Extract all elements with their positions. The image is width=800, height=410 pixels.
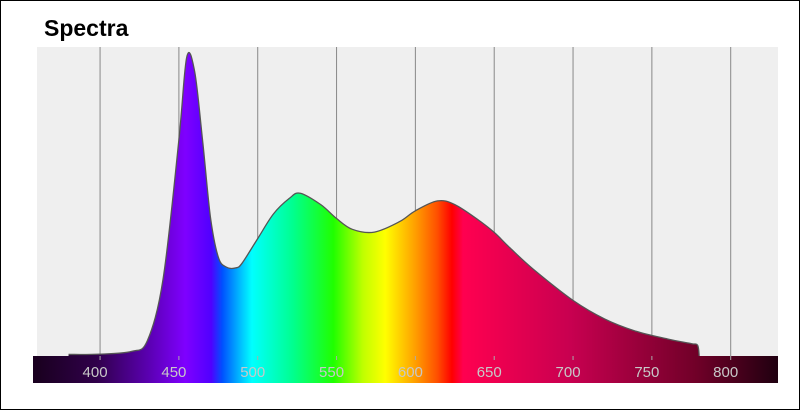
x-tick-label: 700: [556, 364, 581, 381]
x-tick-label: 550: [319, 364, 344, 381]
x-tick-label: 800: [713, 364, 738, 381]
x-tick-label: 750: [634, 364, 659, 381]
x-tick-label: 400: [83, 364, 108, 381]
spectrum-line: [68, 51, 700, 357]
x-tick-label: 650: [477, 364, 502, 381]
x-tick-label: 500: [240, 364, 265, 381]
x-tick-label: 450: [161, 364, 186, 381]
wavelength-bar: [33, 356, 778, 383]
chart-title: Spectra: [44, 15, 129, 41]
x-tick-label: 600: [398, 364, 423, 381]
spectrum-area: [68, 52, 700, 356]
